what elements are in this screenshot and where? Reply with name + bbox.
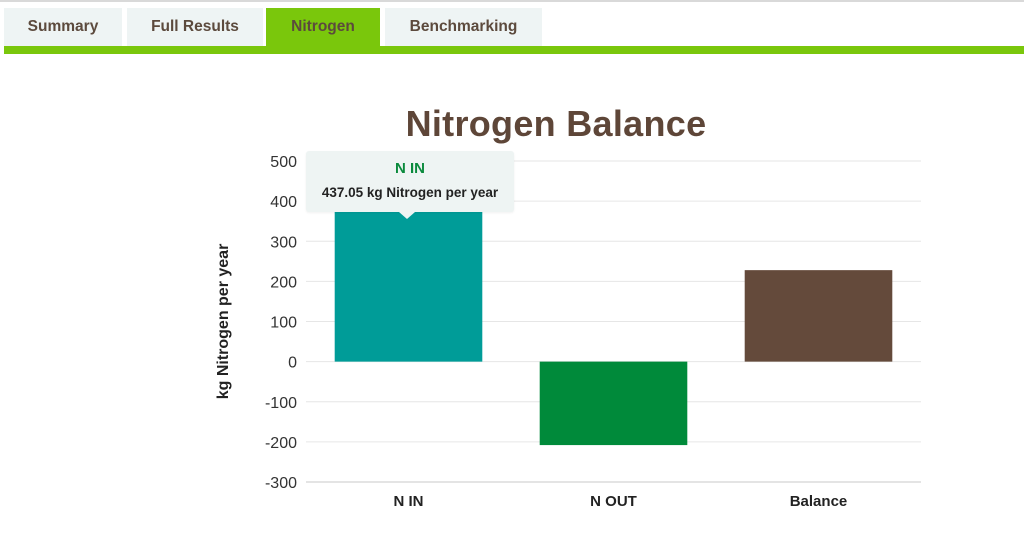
tab-nitrogen[interactable]: Nitrogen	[266, 8, 380, 46]
y-tick-label: -100	[265, 395, 297, 412]
x-tick-label: Balance	[790, 493, 848, 510]
tab-benchmarking[interactable]: Benchmarking	[385, 8, 542, 46]
bar	[539, 361, 688, 446]
bar	[744, 270, 893, 362]
y-tick-label: -300	[265, 475, 297, 492]
y-tick-label: -200	[265, 435, 297, 452]
tooltip-value: 437.05 kg Nitrogen per year	[321, 185, 499, 200]
y-tick-label: 400	[270, 194, 297, 211]
top-border	[0, 0, 1024, 2]
chart-tooltip: N IN 437.05 kg Nitrogen per year	[306, 151, 514, 212]
chart-title: Nitrogen Balance	[405, 103, 707, 144]
tab-full-results[interactable]: Full Results	[127, 8, 263, 46]
x-tick-label: N IN	[394, 493, 424, 510]
tab-summary[interactable]: Summary	[4, 8, 122, 46]
y-tick-label: 200	[270, 274, 297, 291]
tab-underline	[4, 46, 1024, 54]
y-tick-label: 100	[270, 315, 297, 332]
x-tick-label: N OUT	[590, 493, 637, 510]
y-tick-label: 500	[270, 154, 297, 171]
y-tick-label: 0	[288, 355, 297, 372]
tooltip-arrow	[399, 212, 415, 219]
y-axis-label: kg Nitrogen per year	[215, 244, 232, 400]
y-tick-label: 300	[270, 234, 297, 251]
tooltip-title: N IN	[395, 160, 425, 177]
